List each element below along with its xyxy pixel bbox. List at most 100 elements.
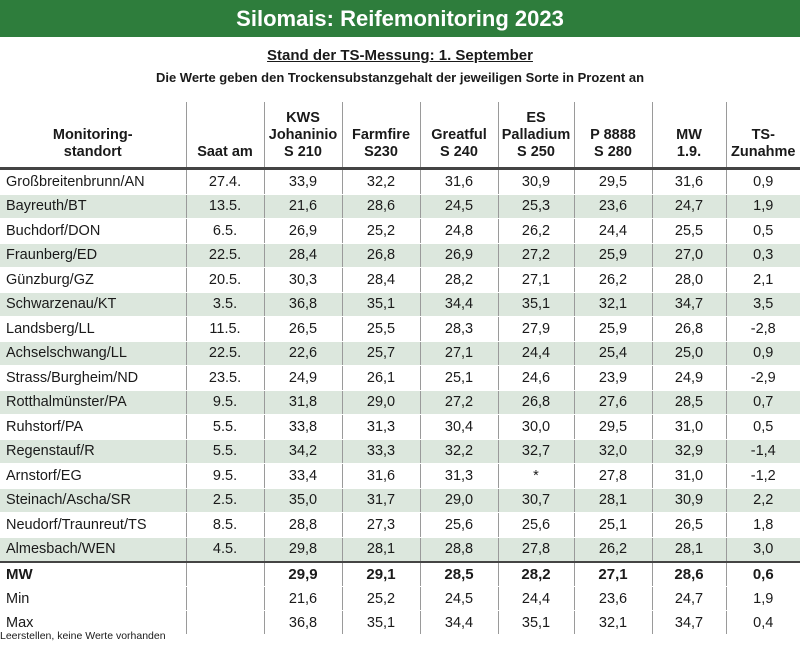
cell-farmfire: 31,3 — [341, 414, 420, 440]
table-row: Bayreuth/BT 13.5. 21,6 28,6 24,5 25,3 23,6 24,7… — [0, 194, 800, 219]
cell-sowing-date: 22.5. — [185, 243, 264, 268]
summary-cell-sowing-date — [185, 610, 264, 635]
cell-ts-increase: 0,5 — [725, 414, 800, 440]
cell-es-palladium: 25,3 — [497, 194, 574, 219]
cell-kws-johaninio: 26,5 — [263, 316, 342, 342]
table-row: Großbreitenbrunn/AN 27.4. 33,9 32,2 31,6 30,9… — [0, 168, 800, 195]
page-title: Silomais: Reifemonitoring 2023 — [0, 0, 800, 37]
cell-farmfire: 31,6 — [341, 463, 420, 489]
cell-ts-increase: 2,2 — [725, 488, 800, 513]
cell-ts-increase: -1,4 — [725, 439, 800, 464]
cell-greatful: 31,6 — [419, 168, 498, 195]
summary-cell-location: Min — [0, 586, 186, 611]
cell-p8888: 25,4 — [573, 341, 652, 366]
cell-kws-johaninio: 28,8 — [263, 512, 342, 538]
cell-ts-increase: 0,9 — [725, 341, 800, 366]
cell-greatful: 25,1 — [419, 365, 498, 391]
cell-mean: 30,9 — [651, 488, 726, 513]
summary-cell-farmfire: 25,2 — [341, 586, 420, 611]
cell-farmfire: 29,0 — [341, 390, 420, 415]
cell-es-palladium: 27,8 — [497, 537, 574, 563]
cell-p8888: 28,1 — [573, 488, 652, 513]
cell-farmfire: 27,3 — [341, 512, 420, 538]
table-body: Großbreitenbrunn/AN 27.4. 33,9 32,2 31,6 30,9… — [0, 168, 800, 635]
header-sowing-date: Saat am — [185, 102, 264, 170]
summary-cell-greatful: 34,4 — [419, 610, 498, 635]
cell-greatful: 34,4 — [419, 292, 498, 317]
table-row: Günzburg/GZ 20.5. 30,3 28,4 28,2 27,1 26,2 28,0… — [0, 267, 800, 293]
cell-mean: 26,8 — [651, 316, 726, 342]
summary-cell-farmfire: 35,1 — [341, 610, 420, 635]
cell-kws-johaninio: 33,4 — [263, 463, 342, 489]
summary-cell-p8888: 32,1 — [573, 610, 652, 635]
header-es-palladium: ES Palladium S 250 — [497, 102, 574, 170]
table-row: Regenstauf/R 5.5. 34,2 33,3 32,2 32,7 32,0 32,9… — [0, 439, 800, 464]
cell-p8888: 32,0 — [573, 439, 652, 464]
table-row: Schwarzenau/KT 3.5. 36,8 35,1 34,4 35,1 32,1 34… — [0, 292, 800, 317]
cell-greatful: 28,3 — [419, 316, 498, 342]
cell-p8888: 23,6 — [573, 194, 652, 219]
cell-sowing-date: 11.5. — [185, 316, 264, 342]
cell-greatful: 27,1 — [419, 341, 498, 366]
cell-farmfire: 32,2 — [341, 168, 420, 195]
header-greatful: Greatful S 240 — [419, 102, 498, 170]
cell-p8888: 23,9 — [573, 365, 652, 391]
cell-ts-increase: -1,2 — [725, 463, 800, 489]
cell-location: Fraunberg/ED — [0, 243, 186, 268]
summary-cell-kws-johaninio: 36,8 — [263, 610, 342, 635]
cell-ts-increase: 2,1 — [725, 267, 800, 293]
summary-cell-p8888: 27,1 — [573, 561, 652, 587]
cell-mean: 26,5 — [651, 512, 726, 538]
cell-farmfire: 26,8 — [341, 243, 420, 268]
table-row: Neudorf/Traunreut/TS 8.5. 28,8 27,3 25,6 25,6… — [0, 512, 800, 538]
cell-sowing-date: 6.5. — [185, 218, 264, 244]
summary-cell-location: MW — [0, 561, 186, 587]
cell-location: Bayreuth/BT — [0, 194, 186, 219]
cell-es-palladium: 26,2 — [497, 218, 574, 244]
summary-row: Min 21,6 25,2 24,5 24,4 23,6 24,7 1,9 — [0, 586, 800, 611]
cell-greatful: 28,8 — [419, 537, 498, 563]
cell-kws-johaninio: 22,6 — [263, 341, 342, 366]
header-ts-increase: TS- Zunahme — [725, 102, 800, 170]
cell-location: Neudorf/Traunreut/TS — [0, 512, 186, 538]
cell-es-palladium: 26,8 — [497, 390, 574, 415]
cell-greatful: 29,0 — [419, 488, 498, 513]
header-location: Monitoring- standort — [0, 102, 186, 170]
cell-p8888: 26,2 — [573, 537, 652, 563]
summary-cell-p8888: 23,6 — [573, 586, 652, 611]
cell-p8888: 25,9 — [573, 243, 652, 268]
cell-location: Landsberg/LL — [0, 316, 186, 342]
summary-cell-ts-increase: 1,9 — [725, 586, 800, 611]
table-row: Ruhstorf/PA 5.5. 33,8 31,3 30,4 30,0 29,5 31,0 0… — [0, 414, 800, 440]
cell-greatful: 30,4 — [419, 414, 498, 440]
subtitle: Stand der TS-Messung: 1. September — [0, 47, 800, 64]
cell-farmfire: 25,7 — [341, 341, 420, 366]
cell-sowing-date: 13.5. — [185, 194, 264, 219]
cell-es-palladium: * — [497, 463, 574, 489]
cell-sowing-date: 23.5. — [185, 365, 264, 391]
cell-location: Großbreitenbrunn/AN — [0, 168, 186, 195]
cell-greatful: 24,5 — [419, 194, 498, 219]
description: Die Werte geben den Trockensubstanzgehal… — [155, 70, 645, 85]
cell-kws-johaninio: 30,3 — [263, 267, 342, 293]
cell-location: Rotthalmünster/PA — [0, 390, 186, 415]
cell-mean: 31,6 — [651, 168, 726, 195]
cell-kws-johaninio: 33,8 — [263, 414, 342, 440]
footnote: Leerstellen, keine Werte vorhanden — [0, 630, 166, 642]
header-kws-johaninio: KWS Johaninio S 210 — [263, 102, 342, 170]
cell-mean: 31,0 — [651, 463, 726, 489]
cell-es-palladium: 30,9 — [497, 168, 574, 195]
cell-location: Günzburg/GZ — [0, 267, 186, 293]
cell-es-palladium: 35,1 — [497, 292, 574, 317]
cell-mean: 34,7 — [651, 292, 726, 317]
cell-sowing-date: 9.5. — [185, 463, 264, 489]
cell-farmfire: 31,7 — [341, 488, 420, 513]
cell-kws-johaninio: 28,4 — [263, 243, 342, 268]
header-p8888: P 8888 S 280 — [573, 102, 652, 170]
summary-cell-kws-johaninio: 29,9 — [263, 561, 342, 587]
cell-location: Buchdorf/DON — [0, 218, 186, 244]
summary-cell-kws-johaninio: 21,6 — [263, 586, 342, 611]
cell-kws-johaninio: 31,8 — [263, 390, 342, 415]
cell-mean: 25,5 — [651, 218, 726, 244]
summary-cell-greatful: 28,5 — [419, 561, 498, 587]
